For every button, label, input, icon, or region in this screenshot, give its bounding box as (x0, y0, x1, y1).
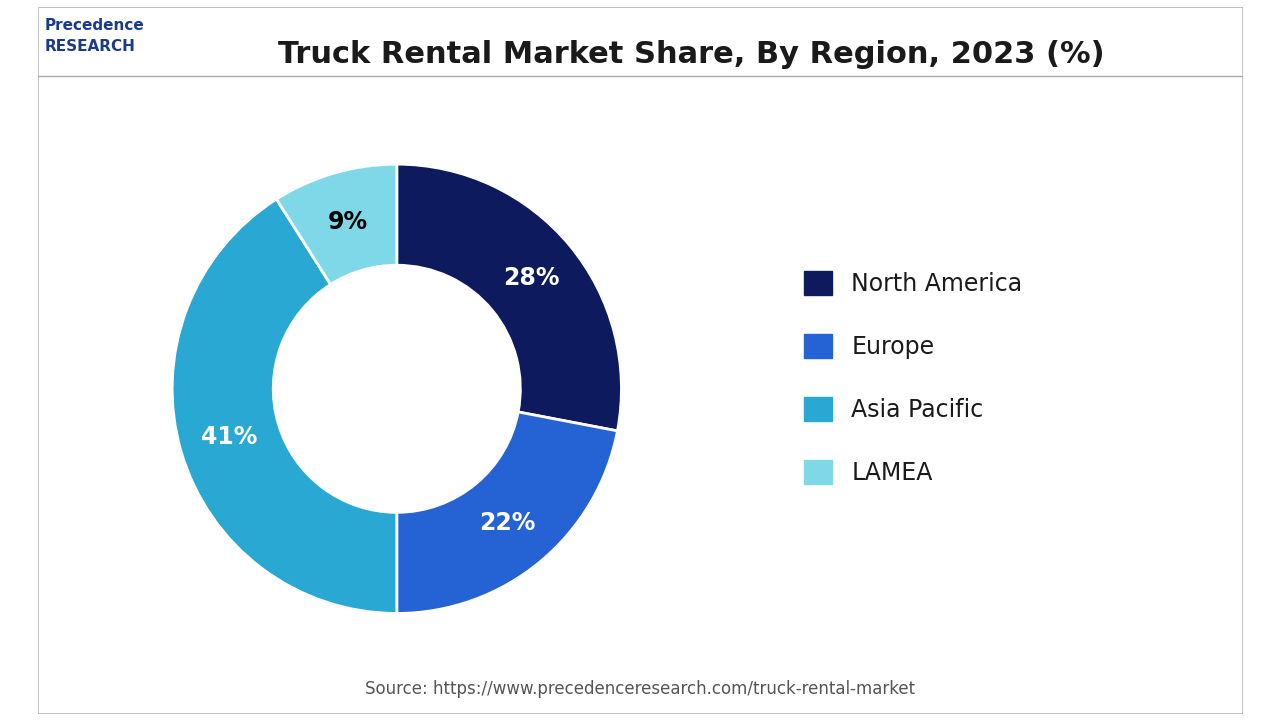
Text: 28%: 28% (503, 266, 559, 290)
Text: 9%: 9% (328, 210, 369, 233)
Text: 41%: 41% (201, 426, 257, 449)
Wedge shape (397, 412, 617, 613)
Text: Precedence
RESEARCH: Precedence RESEARCH (45, 18, 145, 54)
Wedge shape (397, 164, 621, 431)
Wedge shape (173, 199, 397, 613)
Text: Source: https://www.precedenceresearch.com/truck-rental-market: Source: https://www.precedenceresearch.c… (365, 680, 915, 698)
Text: Truck Rental Market Share, By Region, 2023 (%): Truck Rental Market Share, By Region, 20… (278, 40, 1105, 68)
Wedge shape (276, 164, 397, 284)
Legend: North America, Europe, Asia Pacific, LAMEA: North America, Europe, Asia Pacific, LAM… (804, 271, 1023, 485)
Text: 22%: 22% (480, 511, 536, 535)
